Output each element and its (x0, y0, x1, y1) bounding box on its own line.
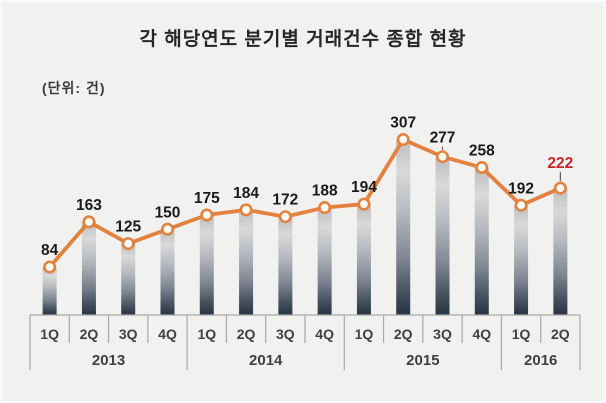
value-label-172: 172 (272, 192, 298, 209)
marker-307 (396, 133, 410, 147)
quarter-label-4: 1Q (197, 326, 216, 342)
value-label-highlight-222: 222 (547, 155, 573, 172)
value-label-277: 277 (430, 130, 456, 147)
value-label-307: 307 (390, 115, 416, 132)
marker-192 (514, 198, 528, 212)
marker-150 (161, 222, 175, 236)
value-label-150: 150 (155, 204, 181, 221)
bar-4Q-258 (474, 167, 489, 315)
trend-line (47, 137, 563, 269)
quarter-label-5: 2Q (237, 326, 256, 342)
quarter-label-11: 4Q (472, 326, 491, 342)
unit-label: (단위: 건) (42, 80, 106, 96)
marker-222 (553, 181, 567, 195)
bar-1Q-84 (42, 266, 57, 315)
quarter-label-2: 3Q (119, 326, 138, 342)
value-label-194: 194 (351, 179, 377, 196)
bar-2Q-222 (553, 188, 568, 315)
bar-4Q-150 (160, 229, 175, 315)
bar-3Q-277 (435, 156, 450, 315)
year-label-2016: 2016 (524, 352, 557, 369)
marker-125 (121, 237, 135, 251)
marker-277 (436, 150, 450, 164)
year-label-2015: 2015 (406, 352, 439, 369)
bar-1Q-192 (514, 205, 529, 315)
value-label-188: 188 (312, 183, 338, 200)
quarter-label-13: 2Q (551, 326, 570, 342)
value-label-192: 192 (508, 180, 534, 197)
marker-172 (278, 210, 292, 224)
marker-84 (43, 260, 57, 274)
marker-175 (200, 208, 214, 222)
bar-1Q-194 (356, 204, 371, 315)
marker-163 (82, 215, 96, 229)
chart-title: 각 해당연도 분기별 거래건수 종합 현황 (139, 29, 467, 50)
value-label-175: 175 (194, 190, 220, 207)
bar-2Q-163 (81, 221, 96, 315)
bar-3Q-172 (278, 216, 293, 315)
year-label-2014: 2014 (249, 352, 283, 369)
bar-2Q-184 (239, 209, 254, 315)
quarter-label-10: 3Q (433, 326, 452, 342)
quarter-label-12: 1Q (512, 326, 531, 342)
bar-3Q-125 (121, 243, 136, 315)
value-label-125: 125 (115, 219, 141, 236)
value-label-84: 84 (41, 242, 59, 259)
quarter-label-8: 1Q (355, 326, 374, 342)
marker-184 (239, 203, 253, 217)
quarter-label-1: 2Q (80, 326, 99, 342)
bar-1Q-175 (199, 214, 214, 315)
value-label-258: 258 (469, 143, 495, 160)
bar-2Q-307 (396, 139, 411, 315)
value-label-184: 184 (233, 185, 259, 202)
marker-188 (318, 201, 332, 215)
quarter-label-6: 3Q (276, 326, 295, 342)
marker-258 (475, 161, 489, 175)
quarter-label-0: 1Q (40, 326, 59, 342)
year-label-2013: 2013 (92, 352, 125, 369)
quarter-label-9: 2Q (394, 326, 413, 342)
quarter-label-7: 4Q (315, 326, 334, 342)
value-label-163: 163 (76, 197, 102, 214)
bar-4Q-188 (317, 207, 332, 315)
marker-194 (357, 197, 371, 211)
quarter-label-3: 4Q (158, 326, 177, 342)
